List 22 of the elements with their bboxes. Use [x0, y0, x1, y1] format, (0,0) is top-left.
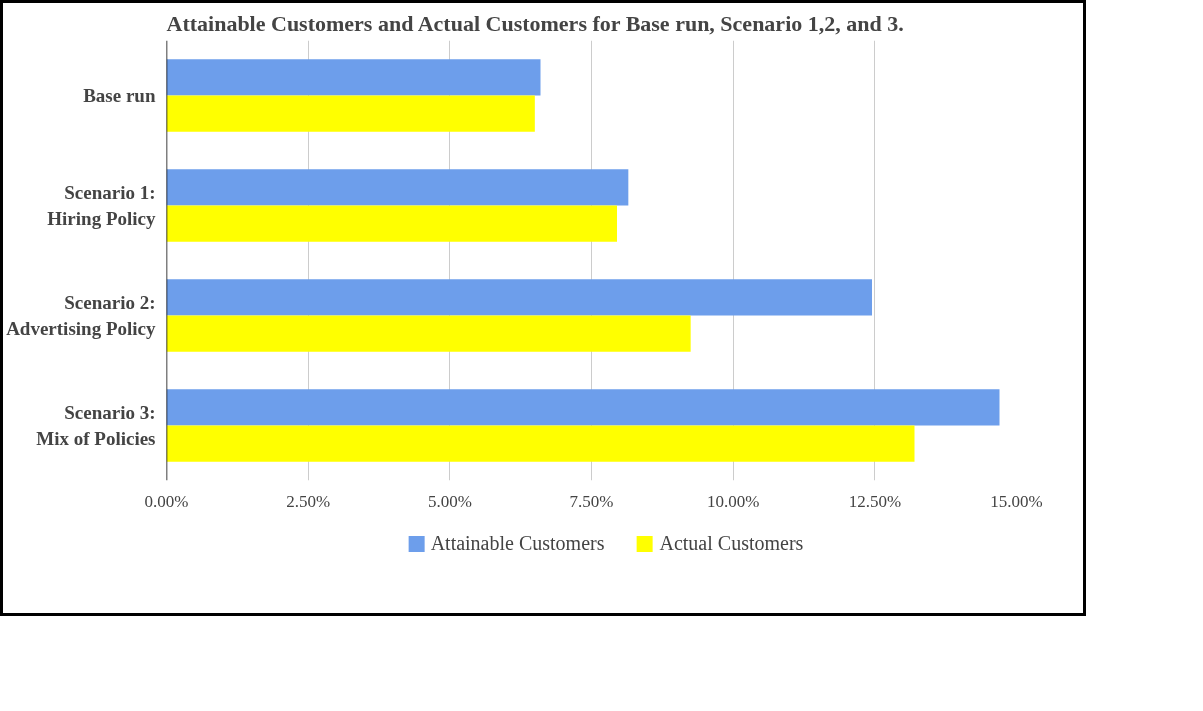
y-tick-label: Scenario 3: Mix of Policies — [36, 402, 156, 449]
x-tick-label: 10.00% — [706, 491, 760, 511]
legend-label: Attainable Customers — [430, 531, 605, 555]
y-tick-label: Scenario 1: Hiring Policy — [47, 182, 156, 229]
x-tick-label: 15.00% — [990, 491, 1043, 511]
bar — [166, 389, 1000, 426]
bar — [166, 425, 915, 462]
x-tick-label: 7.50% — [569, 491, 614, 511]
x-tick-label: 0.00% — [144, 491, 189, 511]
x-tick-label: 5.00% — [427, 491, 472, 511]
legend-label: Actual Customers — [659, 531, 804, 555]
y-tick-label: Base run — [83, 85, 156, 106]
x-tick-label: 2.50% — [286, 491, 331, 511]
bar — [166, 169, 629, 206]
bar — [166, 95, 535, 132]
bar — [166, 279, 872, 316]
bar — [166, 315, 691, 352]
bar — [166, 205, 617, 242]
chart-title: Attainable Customers and Actual Customers for Base run, Scenario 1,2, and 3. — [166, 10, 904, 36]
y-tick-label: Scenario 2: Advertising Policy — [6, 292, 156, 339]
x-tick-label: 12.50% — [848, 491, 902, 511]
bar — [166, 59, 541, 96]
